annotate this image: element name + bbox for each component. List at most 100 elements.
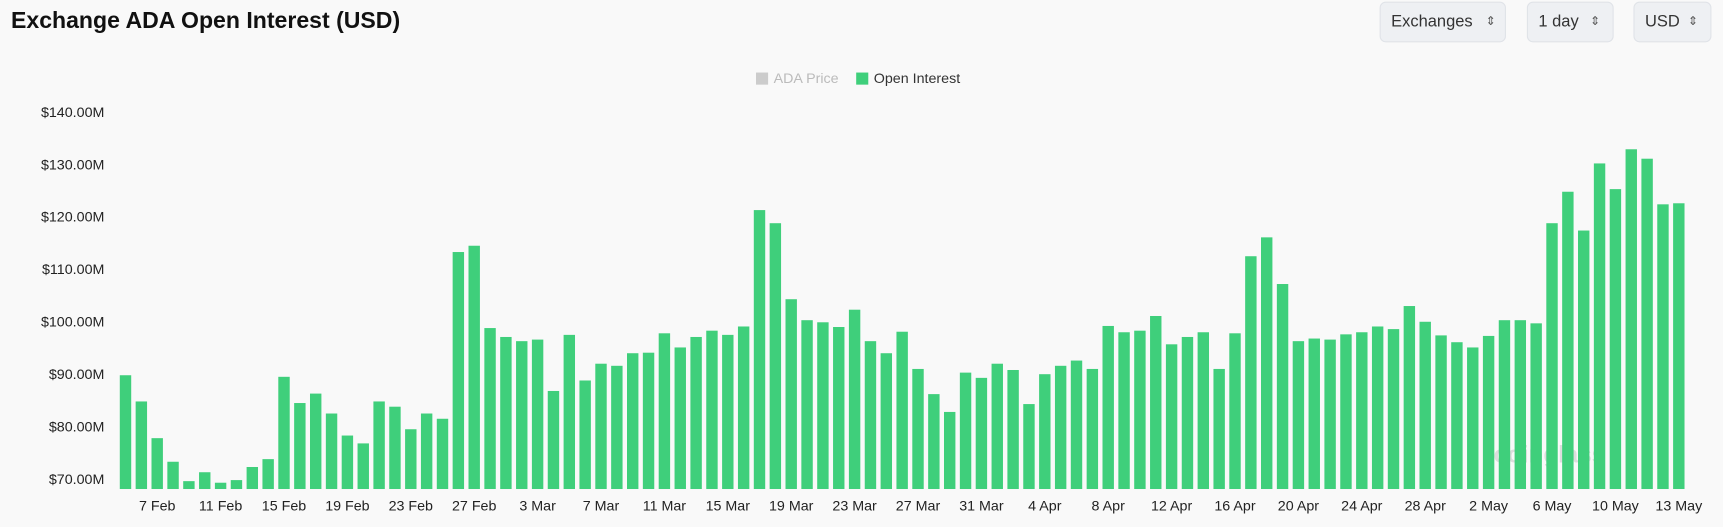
bar — [1150, 315, 1162, 490]
bar — [420, 413, 433, 490]
bar — [452, 252, 465, 490]
x-tick-label: 23 Mar — [832, 498, 877, 514]
bar — [484, 328, 496, 490]
y-tick-label: $130.00M — [41, 157, 104, 173]
x-tick-label: 7 Feb — [139, 498, 176, 514]
control[interactable]: Exchanges ⇕ — [1379, 1, 1506, 43]
bar — [991, 363, 1003, 490]
bar — [1641, 158, 1653, 490]
bar — [753, 210, 766, 490]
x-tick-label: 15 Feb — [262, 498, 306, 514]
x-tick-label: 27 Feb — [452, 498, 496, 514]
bar — [1578, 230, 1590, 490]
bar — [959, 372, 972, 490]
bar — [1292, 341, 1305, 490]
bar — [1451, 342, 1463, 490]
bar — [1609, 189, 1622, 490]
bar — [595, 363, 607, 490]
bar — [1514, 320, 1527, 490]
x-tick-label: 11 Feb — [199, 498, 242, 514]
bar — [1530, 323, 1542, 490]
control-box[interactable] — [1526, 1, 1614, 43]
bar — [1467, 347, 1479, 490]
control-label[interactable]: Exchanges — [1391, 12, 1472, 30]
control-label[interactable]: 1 day — [1538, 12, 1579, 30]
bar — [1118, 332, 1130, 490]
bar — [690, 336, 702, 490]
bar — [722, 334, 734, 490]
bar — [1435, 335, 1447, 490]
x-tick-label: 24 Apr — [1341, 498, 1382, 514]
x-tick-label: 12 Apr — [1151, 498, 1192, 514]
control-box[interactable] — [1633, 1, 1712, 43]
x-tick-label: 11 Mar — [643, 498, 687, 514]
bar — [975, 377, 988, 490]
bar — [785, 299, 797, 490]
bar — [325, 413, 338, 490]
bar — [1165, 344, 1178, 490]
control-caret: ⇕ — [1590, 14, 1600, 28]
bar — [135, 401, 148, 490]
bar — [1403, 306, 1416, 490]
control-box[interactable] — [1379, 1, 1506, 43]
legend-swatch — [756, 72, 769, 85]
bar — [626, 353, 639, 490]
bar — [1213, 368, 1225, 490]
y-tick-label: $120.00M — [41, 210, 104, 226]
x-tick-label: 19 Mar — [769, 498, 814, 514]
x-tick-label: 4 Apr — [1028, 498, 1062, 514]
chart-title: Exchange ADA Open Interest (USD) — [11, 7, 400, 33]
bar — [1546, 223, 1558, 490]
bar — [1419, 321, 1431, 490]
bar — [341, 435, 354, 490]
bar — [706, 330, 718, 490]
bar — [373, 401, 385, 490]
bar — [1086, 368, 1099, 490]
bar — [880, 353, 893, 490]
y-tick-label: $80.00M — [49, 419, 105, 435]
bar — [1054, 365, 1067, 490]
control-caret: ⇕ — [1688, 14, 1698, 28]
bar — [1562, 191, 1574, 490]
x-tick-label: 31 Mar — [959, 498, 1004, 514]
x-tick-label: 19 Feb — [325, 498, 369, 514]
bar — [864, 341, 877, 490]
x-tick-label: 13 May — [1655, 498, 1703, 514]
bar — [896, 331, 908, 490]
bar — [1007, 369, 1019, 490]
bar — [531, 339, 544, 490]
bar — [579, 380, 591, 490]
x-tick-label: 28 Apr — [1405, 498, 1446, 514]
bar — [658, 333, 671, 490]
bar — [1276, 284, 1289, 490]
x-tick-label: 10 May — [1592, 498, 1640, 514]
y-tick-label: $140.00M — [41, 105, 104, 121]
x-tick-label: 6 May — [1533, 498, 1573, 514]
control-label[interactable]: USD — [1645, 12, 1680, 30]
bar — [944, 411, 956, 490]
bar — [674, 347, 686, 490]
bar — [389, 406, 401, 490]
bar — [1673, 203, 1685, 490]
x-tick-label: 16 Apr — [1214, 498, 1255, 514]
y-tick-label: $100.00M — [41, 315, 104, 331]
bar — [1102, 325, 1114, 490]
bar — [199, 472, 211, 490]
bar — [1593, 163, 1606, 490]
bar — [1197, 332, 1210, 490]
bar — [1181, 336, 1194, 490]
x-tick-label: 2 May — [1469, 498, 1509, 514]
bar — [1261, 237, 1273, 490]
bar — [1356, 332, 1368, 490]
control[interactable]: USD ⇕ — [1633, 1, 1712, 43]
bar — [246, 466, 259, 490]
bar — [1245, 256, 1257, 490]
bar — [1625, 149, 1637, 490]
bar — [357, 443, 369, 490]
bar — [1340, 334, 1352, 490]
bar — [167, 461, 179, 490]
bar — [1657, 204, 1669, 490]
bar — [737, 326, 750, 490]
control[interactable]: 1 day ⇕ — [1526, 1, 1614, 43]
